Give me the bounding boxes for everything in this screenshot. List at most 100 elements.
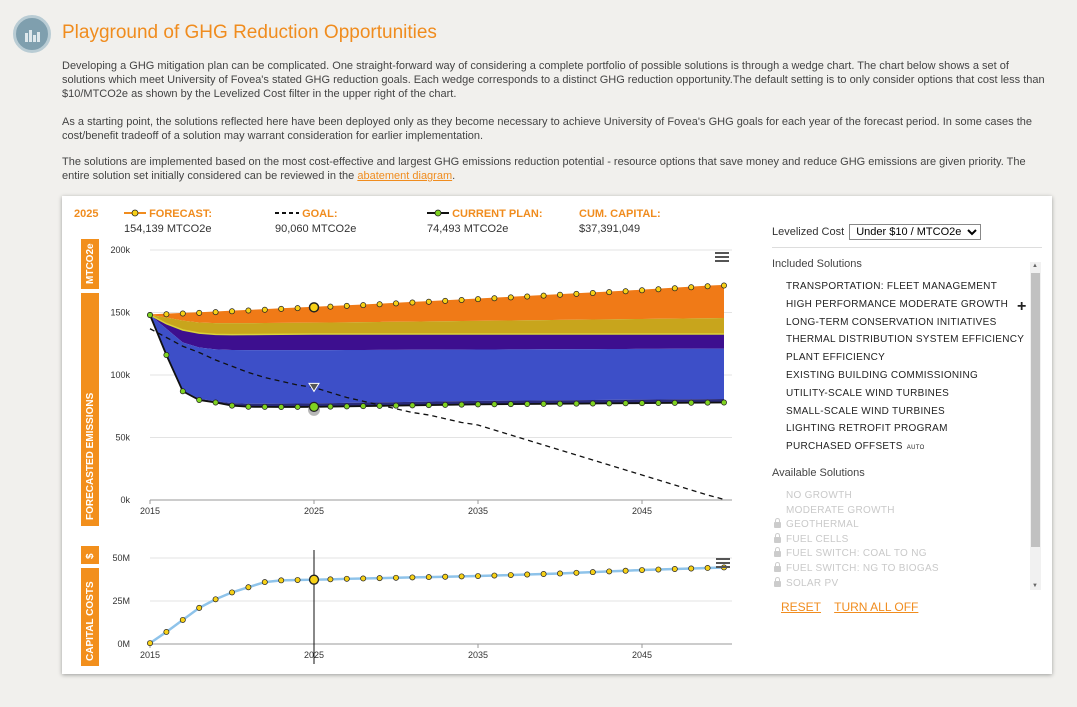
- abatement-diagram-link[interactable]: abatement diagram: [357, 170, 453, 182]
- scroll-thumb[interactable]: [1031, 273, 1040, 547]
- solutions-scrollbar[interactable]: ▲ ▼: [1030, 262, 1041, 590]
- included-solution[interactable]: HIGH PERFORMANCE MODERATE GROWTH: [786, 299, 1042, 317]
- current-plan-point: [179, 388, 186, 395]
- available-solution[interactable]: GEOTHERMAL: [774, 518, 1042, 534]
- included-solution-label: LONG-TERM CONSERVATION INITIATIVES: [786, 316, 997, 328]
- y-tick-label: 50M: [112, 553, 130, 563]
- olive-wedge: [150, 315, 724, 335]
- levelized-cost-label: Levelized Cost: [772, 226, 845, 238]
- summary-year: 2025: [74, 208, 99, 220]
- capital-point: [639, 567, 645, 573]
- current-plan-point: [557, 400, 563, 407]
- current-plan-point: [442, 401, 449, 408]
- logo: [13, 15, 51, 53]
- capital-point: [475, 573, 481, 580]
- included-solution-label: TRANSPORTATION: FLEET MANAGEMENT: [786, 281, 998, 292]
- included-solution[interactable]: PURCHASED OFFSETS AUTO: [786, 441, 1042, 459]
- current-plan-legend-icon: [427, 209, 449, 217]
- available-solution[interactable]: FUEL SWITCH: NG TO BIOGAS: [774, 561, 1042, 578]
- capital-point: [308, 574, 320, 585]
- chart-menu-icon[interactable]: [715, 252, 729, 263]
- current-plan-point: [393, 402, 399, 409]
- forecast-point: [308, 302, 320, 313]
- included-solution[interactable]: PLANT EFFICIENCY: [786, 352, 1042, 370]
- capital-point: [376, 575, 383, 582]
- x-tick-label: 2035: [468, 650, 488, 660]
- available-solution[interactable]: FUEL SWITCH: COAL TO NG: [774, 547, 1042, 563]
- current-plan-point: [589, 400, 596, 407]
- capital-point: [589, 569, 596, 576]
- scroll-up-icon[interactable]: ▲: [1032, 263, 1038, 269]
- turn-all-off-button[interactable]: TURN ALL OFF: [834, 600, 919, 614]
- levelized-cost-select[interactable]: Under $10 / MTCO2e: [849, 224, 982, 240]
- current-plan-label: CURRENT PLAN:: [452, 208, 543, 220]
- capital-point: [343, 575, 350, 582]
- current-plan-point: [704, 399, 711, 406]
- included-solution[interactable]: LONG-TERM CONSERVATION INITIATIVES: [786, 317, 1042, 335]
- y-tick-label: 100k: [110, 370, 130, 380]
- forecast-point: [573, 290, 580, 297]
- current-plan-point: [606, 400, 613, 407]
- capital-point: [458, 573, 465, 580]
- orange-wedge: [150, 285, 724, 324]
- included-solution[interactable]: TRANSPORTATION: FLEET MANAGEMENT: [786, 281, 1042, 299]
- included-solution[interactable]: SMALL-SCALE WIND TURBINES: [786, 406, 1042, 424]
- x-tick-label: 2015: [140, 650, 160, 660]
- available-solution-label: MODERATE GROWTH: [786, 504, 895, 516]
- forecast-point: [491, 295, 498, 302]
- included-solution[interactable]: UTILITY-SCALE WIND TURBINES: [786, 388, 1042, 406]
- current-plan-point: [491, 401, 498, 408]
- current-plan-point: [655, 400, 662, 406]
- included-solution-label: PURCHASED OFFSETS: [786, 441, 903, 453]
- forecast-point: [245, 307, 252, 314]
- capital-point: [261, 579, 268, 586]
- x-tick-label: 2045: [632, 650, 652, 660]
- goal-legend-icon: [275, 212, 299, 214]
- current-plan-point: [458, 401, 465, 408]
- intro-paragraph-1: Developing a GHG mitigation plan can be …: [62, 60, 1045, 100]
- capital-point: [393, 574, 399, 581]
- capital-point: [655, 566, 662, 573]
- current-plan-point: [308, 401, 320, 412]
- current-plan-point: [409, 402, 416, 409]
- included-header: Included Solutions: [772, 258, 862, 270]
- available-solution[interactable]: NO GROWTH: [786, 490, 1042, 505]
- yellow-divider-line: [149, 314, 724, 336]
- forecast-point: [721, 282, 727, 289]
- current-plan-point: [196, 397, 203, 403]
- forecast-point: [671, 285, 678, 292]
- expand-plus-icon[interactable]: +: [1017, 298, 1027, 315]
- available-solution[interactable]: FUEL CELLS: [774, 532, 1042, 549]
- solutions-list: Included Solutions TRANSPORTATION: FLEET…: [772, 258, 1042, 590]
- current-plan-point: [147, 312, 153, 318]
- current-plan-point: [524, 401, 531, 407]
- included-solution-label: EXISTING BUILDING COMMISSIONING: [786, 369, 979, 381]
- forecast-point: [212, 309, 219, 316]
- available-header: Available Solutions: [772, 466, 865, 479]
- capital-chart-menu-icon[interactable]: [716, 558, 730, 569]
- capital-point: [327, 576, 334, 583]
- included-solution[interactable]: LIGHTING RETROFIT PROGRAM: [786, 423, 1042, 441]
- included-solution-label: PLANT EFFICIENCY: [786, 352, 886, 364]
- capital-point: [245, 584, 252, 591]
- reset-button[interactable]: RESET: [781, 600, 822, 614]
- levelized-cost-filter: Levelized Cost Under $10 / MTCO2e: [772, 224, 982, 240]
- goal-line: [149, 328, 725, 501]
- available-solution[interactable]: MODERATE GROWTH: [786, 505, 1042, 520]
- scroll-down-icon[interactable]: ▼: [1032, 583, 1038, 589]
- included-list: TRANSPORTATION: FLEET MANAGEMENT HIGH PER…: [772, 281, 1042, 459]
- forecast-point: [639, 287, 645, 294]
- lock-icon: [774, 561, 781, 572]
- included-solution[interactable]: THERMAL DISTRIBUTION SYSTEM EFFICIENCY: [786, 334, 1042, 352]
- capital-point: [622, 567, 629, 574]
- included-solution[interactable]: EXISTING BUILDING COMMISSIONING: [786, 370, 1042, 388]
- available-solution[interactable]: SOLAR PV: [774, 576, 1042, 590]
- forecast-point: [196, 309, 203, 316]
- included-solution-label: THERMAL DISTRIBUTION SYSTEM EFFICIENCY: [786, 334, 1025, 346]
- forecast-point: [327, 303, 334, 310]
- current-plan-point: [507, 401, 514, 408]
- forecast-point: [261, 306, 268, 313]
- emissions-wedge-chart[interactable]: 0k 50k 100k 150k 200k 2015 2025 2035 2045: [102, 236, 742, 526]
- auto-badge: AUTO: [906, 445, 925, 452]
